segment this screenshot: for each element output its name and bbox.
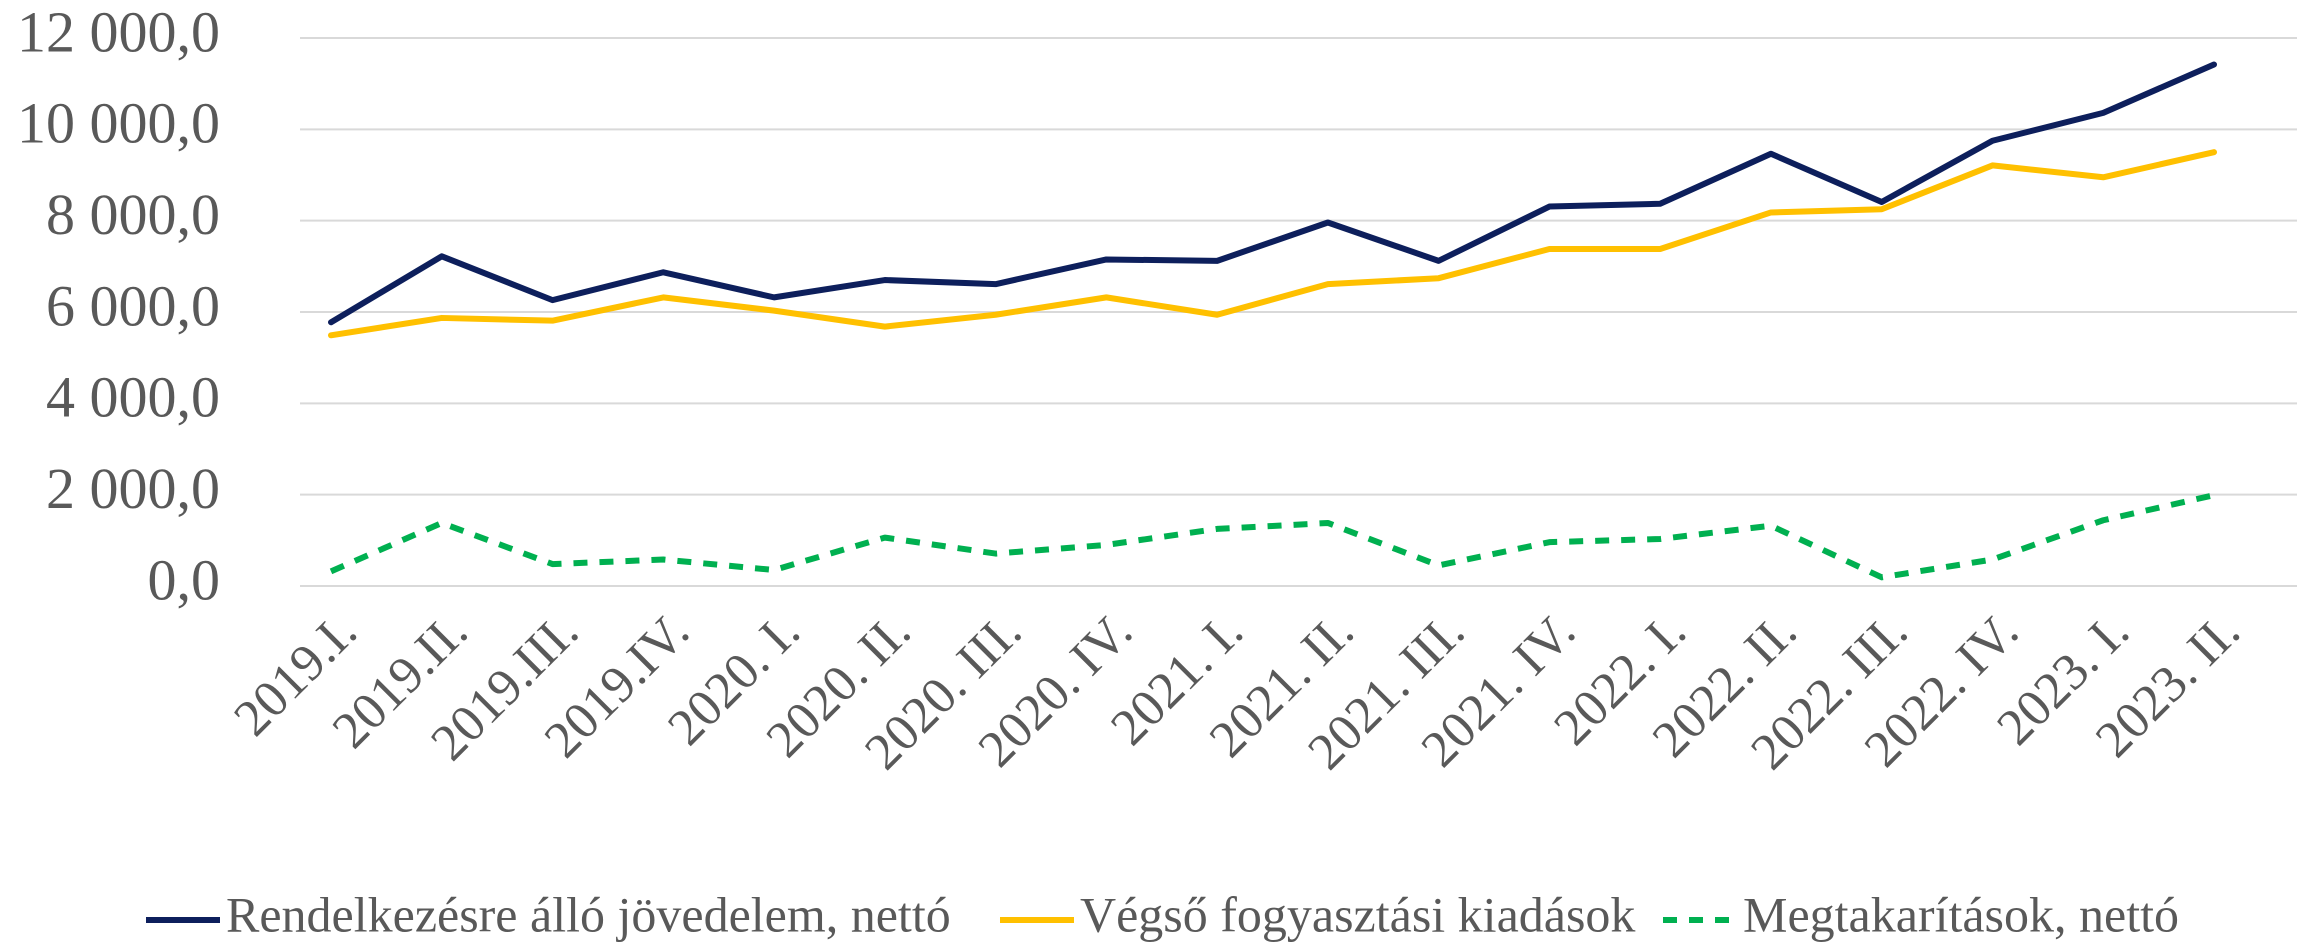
series-line	[328, 61, 2217, 326]
y-tick-label: 8 000,0	[46, 182, 220, 247]
legend-label: Végső fogyasztási kiadások	[1080, 886, 1635, 942]
y-tick-label: 2 000,0	[46, 456, 220, 521]
y-tick-label: 12 000,0	[17, 0, 220, 64]
legend-label: Megtakarítások, nettó	[1743, 886, 2179, 942]
y-tick-label: 6 000,0	[46, 273, 220, 338]
y-tick-label: 10 000,0	[17, 91, 220, 156]
series-line	[329, 492, 2215, 581]
y-tick-label: 0,0	[148, 547, 221, 612]
y-tick-label: 4 000,0	[46, 365, 220, 430]
legend-label: Rendelkezésre álló jövedelem, nettó	[226, 886, 951, 942]
series-line	[328, 149, 2217, 339]
